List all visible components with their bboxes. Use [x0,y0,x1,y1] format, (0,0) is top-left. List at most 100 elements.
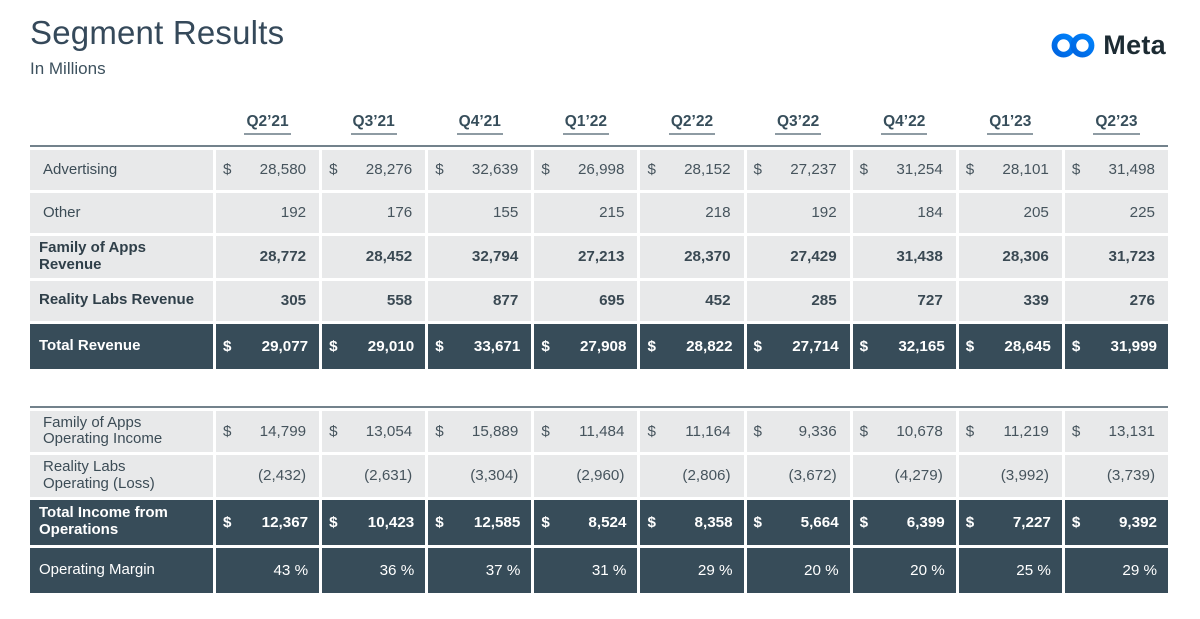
value-cell: $7,227 [958,499,1062,545]
quarter-header-label: Q2’23 [1093,113,1140,135]
cell-value: 27,237 [790,161,837,179]
value-cell: 727 [852,280,956,321]
cell-value: (2,960) [576,467,625,485]
cell-value: 32,639 [471,161,519,179]
value-cell: (2,960) [534,455,638,497]
dollar-sign: $ [541,422,550,440]
quarter-header: Q3’22 [747,103,850,141]
row-label: Operating Margin [30,547,213,593]
meta-infinity-icon [1051,33,1095,58]
dollar-sign: $ [647,161,656,179]
cell-value: 305 [280,292,307,310]
cell-value: 13,054 [365,422,413,440]
dollar-sign: $ [329,422,338,440]
cell-value: 20 % [804,561,839,579]
dollar-sign: $ [435,422,444,440]
page-title: Segment Results [30,14,285,51]
dollar-sign: $ [329,161,338,179]
value-cell: $8,358 [640,499,744,545]
cell-value: 695 [599,292,625,310]
cell-value: 27,714 [792,337,839,355]
header-spacer [30,103,213,141]
table-row: Operating Margin 43 % 36 % 37 % 31 % 29 % 20 %… [30,547,1168,593]
quarter-header: Q1’22 [534,103,637,141]
cell-value: 29 % [1122,561,1157,579]
dollar-sign: $ [223,161,232,179]
dollar-sign: $ [223,422,232,440]
value-cell: 29 % [640,547,744,593]
row-label: Family of Apps Operating Income [30,410,213,453]
cell-value: 8,358 [694,513,733,531]
quarter-header: Q1’23 [959,103,1062,141]
value-cell: $6,399 [852,499,956,545]
dollar-sign: $ [435,337,444,355]
dollar-sign: $ [965,337,975,355]
value-cell: $9,336 [746,410,850,453]
table-row: Total Income from Operations $12,367 $10,4… [30,499,1168,545]
quarter-header-label: Q3’21 [350,113,397,135]
quarter-header-label: Q4’21 [456,113,503,135]
cell-value: 339 [1023,292,1049,310]
row-label: Family of Apps Revenue [30,235,213,278]
value-cell: 339 [958,280,1062,321]
value-cell: $27,237 [746,149,850,190]
cell-value: 10,423 [367,513,415,531]
value-cell: $29,010 [322,323,426,369]
quarter-header-label: Q2’22 [668,113,716,135]
slide-header: Segment Results In Millions Meta [0,0,1200,79]
cell-value: 11,164 [685,422,731,440]
cell-value: 28,772 [259,248,307,266]
value-cell: $28,152 [640,149,744,190]
value-cell: 285 [746,280,850,321]
quarter-header-label: Q1’23 [987,113,1034,135]
dollar-sign: $ [753,513,762,531]
value-cell: 36 % [322,547,426,593]
dollar-sign: $ [223,513,232,531]
cell-value: 28,101 [1002,161,1049,179]
value-cell: 31,438 [852,235,956,278]
table-row: Total Revenue $29,077 $29,010 $33,671 $27,90… [30,323,1168,369]
dollar-sign: $ [329,337,338,355]
cell-value: 225 [1129,204,1155,222]
value-cell: 305 [216,280,320,321]
dollar-sign: $ [753,422,762,440]
value-cell: 27,213 [534,235,638,278]
value-cell: 28,452 [322,235,426,278]
cell-value: 20 % [910,561,945,579]
value-cell: $11,164 [640,410,744,453]
value-cell: 31,723 [1064,235,1168,278]
cell-value: 9,392 [1118,513,1157,531]
dollar-sign: $ [753,337,762,355]
dollar-sign: $ [965,161,975,179]
value-cell: $28,580 [216,149,320,190]
value-cell: $11,484 [534,410,638,453]
value-cell: (2,806) [640,455,744,497]
tables-area: Q2’21 Q3’21 Q4’21 Q1’22 Q2’22 Q3’22 Q4’22 Q1’23… [0,103,1200,593]
cell-value: 31,999 [1110,337,1157,355]
value-cell: (2,631) [322,455,426,497]
value-cell: 877 [428,280,532,321]
dollar-sign: $ [859,161,869,179]
dollar-sign: $ [859,337,869,355]
cell-value: 276 [1129,292,1155,310]
value-cell: 28,306 [958,235,1062,278]
value-cell: $11,219 [958,410,1062,453]
value-cell: $32,639 [428,149,532,190]
value-cell: $31,999 [1064,323,1168,369]
cell-value: 452 [705,292,731,310]
value-cell: (3,304) [428,455,532,497]
cell-value: 29,077 [261,337,309,355]
value-cell: $15,889 [428,410,532,453]
value-cell: 28,370 [640,235,744,278]
value-cell: 29 % [1064,547,1168,593]
value-cell: 27,429 [746,235,850,278]
cell-value: 12,367 [261,513,309,531]
row-label: Reality Labs Revenue [30,280,213,321]
dollar-sign: $ [647,337,656,355]
cell-value: 727 [917,292,943,310]
cell-value: 25 % [1016,561,1051,579]
cell-value: 33,671 [473,337,521,355]
dollar-sign: $ [647,513,656,531]
cell-value: (4,279) [894,467,943,485]
